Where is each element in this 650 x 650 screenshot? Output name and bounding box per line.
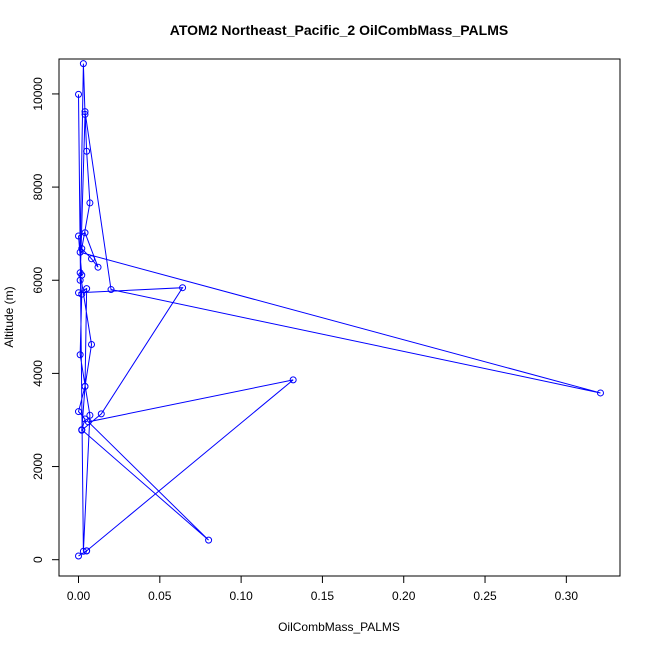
data-point [289, 376, 297, 384]
data-point [75, 232, 83, 240]
data-point [596, 389, 604, 397]
data-point [88, 255, 96, 263]
x-axis-label: OilCombMass_PALMS [278, 620, 400, 634]
series-layer [75, 60, 604, 560]
data-point [86, 411, 94, 419]
data-point [78, 245, 86, 253]
data-point [205, 536, 213, 544]
data-point [83, 147, 91, 155]
data-point [75, 408, 83, 416]
data-point [179, 284, 187, 292]
data-point [83, 285, 91, 293]
x-tick-label: 0.10 [229, 589, 253, 603]
x-tick-label: 0.30 [555, 589, 579, 603]
data-point [75, 552, 83, 560]
data-point [78, 290, 86, 298]
data-point [88, 341, 96, 349]
data-point [81, 415, 89, 423]
chart-title: ATOM2 Northeast_Pacific_2 OilCombMass_PA… [170, 22, 508, 38]
y-tick-label: 4000 [31, 360, 45, 387]
data-point [81, 229, 89, 237]
data-point [75, 90, 83, 98]
plot-frame [58, 58, 621, 577]
y-tick-label: 2000 [31, 453, 45, 480]
y-tick-label: 8000 [31, 173, 45, 200]
data-point [79, 547, 87, 555]
data-point [83, 547, 91, 555]
y-tick-label: 6000 [31, 267, 45, 294]
x-tick-label: 0.15 [311, 589, 335, 603]
x-tick-label: 0.05 [148, 589, 172, 603]
data-point [81, 108, 89, 116]
series-line [77, 63, 601, 557]
data-point [76, 351, 84, 359]
data-point [107, 286, 115, 294]
data-point [81, 110, 89, 118]
x-tick-label: 0.20 [392, 589, 416, 603]
data-point [78, 426, 86, 434]
y-tick-label: 10000 [31, 77, 45, 111]
x-tick-label: 0.00 [67, 589, 91, 603]
y-axis: 0 2000 4000 6000 8000 10000 [31, 77, 60, 563]
data-point [94, 263, 102, 271]
data-point [75, 289, 83, 297]
x-axis: 0.00 0.05 0.10 0.15 0.20 0.25 0.30 [67, 575, 579, 603]
data-point [79, 60, 87, 68]
data-point [86, 199, 94, 207]
data-point [97, 410, 105, 418]
y-tick-label: 0 [31, 556, 45, 563]
data-point [76, 276, 84, 284]
data-point [76, 248, 84, 256]
y-axis-label: Altitude (m) [2, 286, 16, 347]
x-tick-label: 0.25 [473, 589, 497, 603]
data-point [81, 382, 89, 390]
